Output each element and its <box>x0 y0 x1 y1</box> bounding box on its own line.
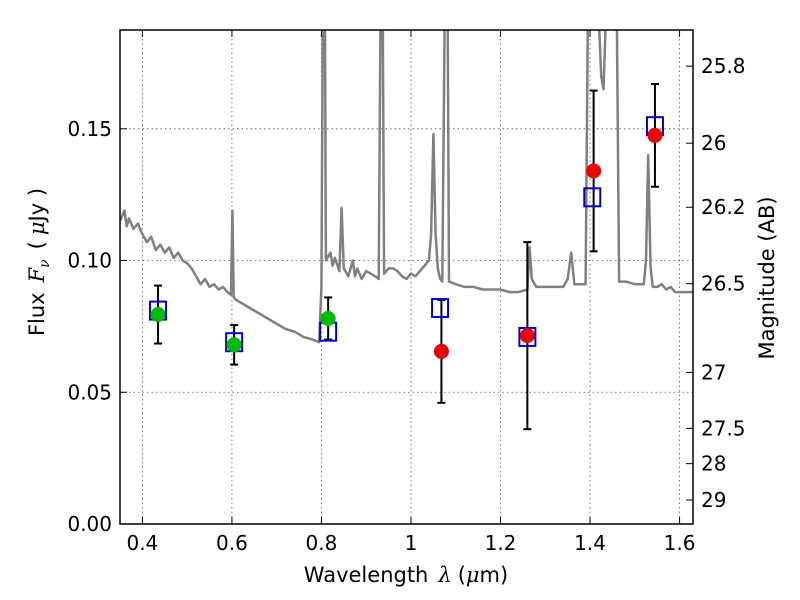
markers <box>149 116 664 359</box>
y-tick-label: 0.10 <box>67 249 112 273</box>
x-axis-label-text: Wavelength <box>304 563 429 587</box>
y2-tick-label: 26.2 <box>701 195 746 219</box>
x-tick-label: 1.2 <box>485 531 517 555</box>
observed-point-red <box>586 163 602 179</box>
y2-tick-label: 27 <box>701 360 726 384</box>
y-tick-label: 0.15 <box>67 117 112 141</box>
y-axis-symbol: F <box>25 266 49 283</box>
errorbars <box>154 83 659 431</box>
y-axis-unit-mu: μ <box>25 221 49 235</box>
x-axis-symbol: λ <box>437 563 451 587</box>
y-tick-label: 0.05 <box>67 380 112 404</box>
axis-ticks: 0.4 0.6 0.8 1 1.2 1.4 1.6 0.00 0.05 0.10 0.15 25.8 2… <box>67 30 746 555</box>
y2-tick-label: 26.5 <box>701 272 746 296</box>
y-axis-subscript: ν <box>37 259 53 268</box>
sed-model-line <box>120 30 693 344</box>
model-flux-square <box>583 187 602 208</box>
x-axis-unit-rest: m) <box>480 563 509 587</box>
x-tick-label: 1 <box>405 531 418 555</box>
y2-tick-label: 25.8 <box>701 54 746 78</box>
observed-point-red <box>433 343 449 359</box>
plot-frame <box>119 29 694 525</box>
y-axis-unit-open: ( <box>25 241 49 249</box>
observed-point-green <box>226 337 242 353</box>
grid <box>120 30 693 525</box>
y-axis-label-text: Flux <box>25 292 49 336</box>
y2-tick-label: 29 <box>701 488 726 512</box>
y-axis-unit-rest: Jy ) <box>25 188 49 224</box>
y2-tick-label: 26 <box>701 131 726 155</box>
model-flux-square <box>518 326 537 347</box>
x-tick-label: 0.6 <box>216 531 248 555</box>
observed-point-green <box>150 307 166 323</box>
y2-tick-label: 27.5 <box>701 416 746 440</box>
model-flux-square <box>431 297 450 318</box>
observed-point-red <box>647 127 663 143</box>
y-tick-label: 0.00 <box>67 512 112 536</box>
x-axis-unit-open: ( <box>458 563 466 587</box>
observed-point-green <box>320 310 336 326</box>
x-tick-label: 0.4 <box>126 531 158 555</box>
x-tick-label: 1.4 <box>574 531 606 555</box>
x-axis-label: Wavelength λ (μm) <box>304 563 508 587</box>
x-tick-label: 1.6 <box>664 531 696 555</box>
observed-point-red <box>519 328 535 344</box>
y2-axis-label: Magnitude (AB) <box>755 196 779 359</box>
x-tick-label: 0.8 <box>306 531 338 555</box>
sed-model-layer <box>120 30 693 344</box>
y-axis-label: Flux Fν ( μJy ) <box>25 188 53 336</box>
y2-tick-label: 28 <box>701 452 726 476</box>
x-axis-unit-mu: μ <box>466 563 480 587</box>
